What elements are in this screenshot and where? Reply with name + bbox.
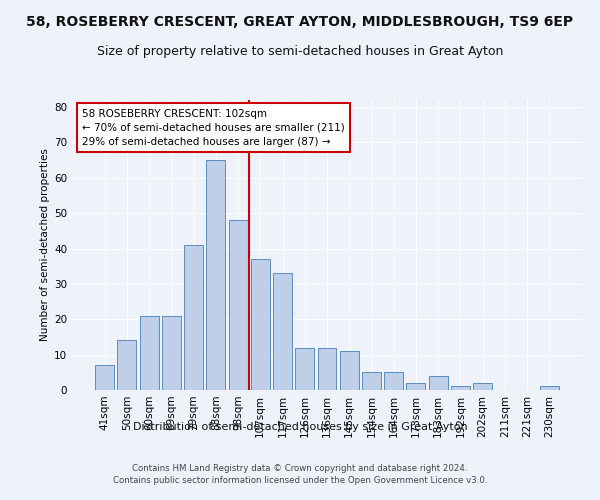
Bar: [451, 386, 470, 390]
Bar: [184, 245, 203, 390]
Bar: [362, 372, 381, 390]
Bar: [540, 386, 559, 390]
Bar: [429, 376, 448, 390]
Y-axis label: Number of semi-detached properties: Number of semi-detached properties: [40, 148, 50, 342]
Bar: [273, 274, 292, 390]
Bar: [118, 340, 136, 390]
Bar: [206, 160, 225, 390]
Text: Size of property relative to semi-detached houses in Great Ayton: Size of property relative to semi-detach…: [97, 45, 503, 58]
Bar: [317, 348, 337, 390]
Bar: [251, 259, 270, 390]
Text: Contains HM Land Registry data © Crown copyright and database right 2024.
Contai: Contains HM Land Registry data © Crown c…: [113, 464, 487, 485]
Bar: [229, 220, 248, 390]
Bar: [384, 372, 403, 390]
Bar: [140, 316, 158, 390]
Text: 58 ROSEBERRY CRESCENT: 102sqm
← 70% of semi-detached houses are smaller (211)
29: 58 ROSEBERRY CRESCENT: 102sqm ← 70% of s…: [82, 108, 345, 146]
Bar: [406, 383, 425, 390]
Text: Distribution of semi-detached houses by size in Great Ayton: Distribution of semi-detached houses by …: [133, 422, 467, 432]
Bar: [340, 351, 359, 390]
Bar: [473, 383, 492, 390]
Bar: [295, 348, 314, 390]
Text: 58, ROSEBERRY CRESCENT, GREAT AYTON, MIDDLESBROUGH, TS9 6EP: 58, ROSEBERRY CRESCENT, GREAT AYTON, MID…: [26, 15, 574, 29]
Bar: [95, 365, 114, 390]
Bar: [162, 316, 181, 390]
